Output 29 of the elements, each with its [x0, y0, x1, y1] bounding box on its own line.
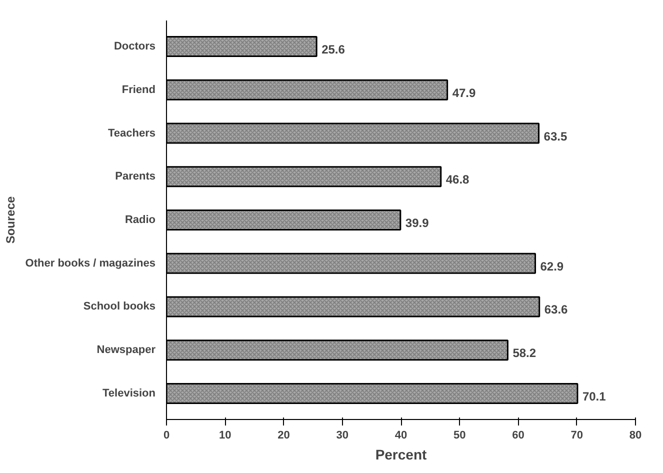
x-tick-label: 20 [278, 430, 290, 442]
data-label: 62.9 [540, 259, 564, 274]
x-tick-label: 50 [454, 430, 466, 442]
data-label: 58.2 [512, 346, 536, 360]
x-tick-label: 30 [336, 430, 349, 442]
data-label: 63.5 [544, 129, 568, 144]
y-tick-label: Doctors [114, 40, 156, 53]
data-label: 47.9 [452, 86, 476, 100]
data-label: 46.8 [446, 172, 470, 187]
y-tick-label: Newspaper [96, 344, 156, 356]
x-tick-label: 40 [394, 430, 408, 442]
x-tick-label: 80 [629, 430, 642, 442]
x-tick-label: 70 [570, 430, 584, 442]
y-tick-label: Other books / magazines [25, 257, 156, 270]
x-axis-title: Percent [375, 446, 428, 462]
y-tick-label: School books [83, 300, 156, 313]
y-tick-label: Radio [124, 214, 156, 226]
y-axis-title: Sourece [3, 196, 18, 244]
data-label: 25.6 [322, 42, 346, 57]
y-tick-label: Television [102, 387, 156, 400]
x-tick-label: 10 [219, 430, 232, 442]
y-tick-label: Friend [122, 84, 156, 96]
data-label: 70.1 [582, 389, 606, 404]
data-label: 39.9 [405, 216, 430, 230]
x-tick-label: 0 [163, 430, 170, 442]
x-tick-label: 60 [512, 430, 524, 442]
y-tick-label: Parents [115, 170, 156, 183]
data-label: 63.6 [544, 302, 568, 317]
y-tick-label: Teachers [108, 127, 156, 140]
